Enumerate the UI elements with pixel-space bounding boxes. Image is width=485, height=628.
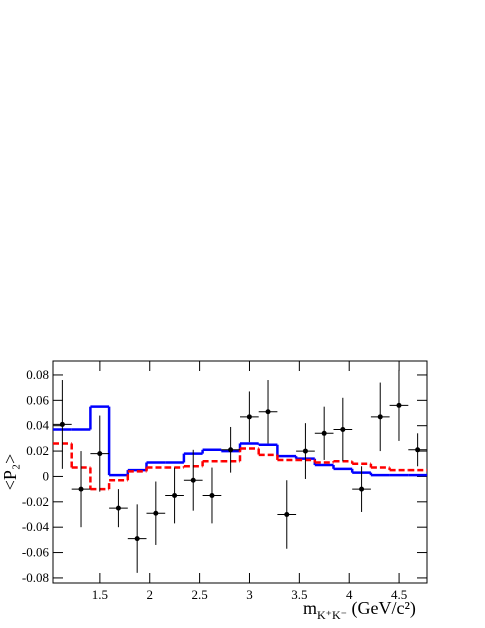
data-point xyxy=(172,492,178,498)
data-point xyxy=(359,486,365,492)
x-label-main: m xyxy=(303,598,317,618)
data-point xyxy=(265,409,271,415)
x-tick-label: 2.5 xyxy=(191,587,207,602)
x-axis-label: mK⁺K⁻ (GeV/c²) xyxy=(303,598,416,622)
y-tick-label: -0.02 xyxy=(22,494,49,509)
x-tick-label: 4 xyxy=(346,587,353,602)
data-point xyxy=(78,486,84,492)
data-point xyxy=(377,414,383,420)
data-point xyxy=(302,448,308,454)
x-tick-label: 3.5 xyxy=(291,587,307,602)
y-tick-label: -0.04 xyxy=(22,519,50,534)
y-tick-label: 0.08 xyxy=(26,367,49,382)
y-tick-label: 0.06 xyxy=(26,392,49,407)
data-point xyxy=(115,505,121,511)
data-point xyxy=(284,511,290,517)
data-point xyxy=(415,447,421,453)
data-point xyxy=(134,536,140,542)
data-point xyxy=(340,427,346,433)
y-axis-label: <P₂> xyxy=(0,454,20,491)
data-point xyxy=(209,492,215,498)
plot-frame xyxy=(52,360,428,584)
y-tick-label: 0.04 xyxy=(26,418,49,433)
data-point xyxy=(190,477,196,483)
x-tick-label: 4.5 xyxy=(391,587,407,602)
data-point xyxy=(228,447,234,453)
y-tick-label: 0 xyxy=(43,468,50,483)
data-point xyxy=(153,510,159,516)
x-tick-label: 3 xyxy=(246,587,253,602)
x-tick-label: 2 xyxy=(146,587,153,602)
data-point xyxy=(246,414,252,420)
y-tick-label: 0.02 xyxy=(26,443,49,458)
x-label-rest: (GeV/c²) xyxy=(347,598,416,619)
data-point xyxy=(321,430,327,436)
data-point xyxy=(97,451,103,457)
y-tick-label: -0.08 xyxy=(22,570,49,585)
data-point xyxy=(59,421,65,427)
x-label-sub: K⁺K⁻ xyxy=(317,608,347,622)
y-tick-label: -0.06 xyxy=(22,545,50,560)
x-tick-label: 1.5 xyxy=(92,587,108,602)
data-point xyxy=(396,402,402,408)
